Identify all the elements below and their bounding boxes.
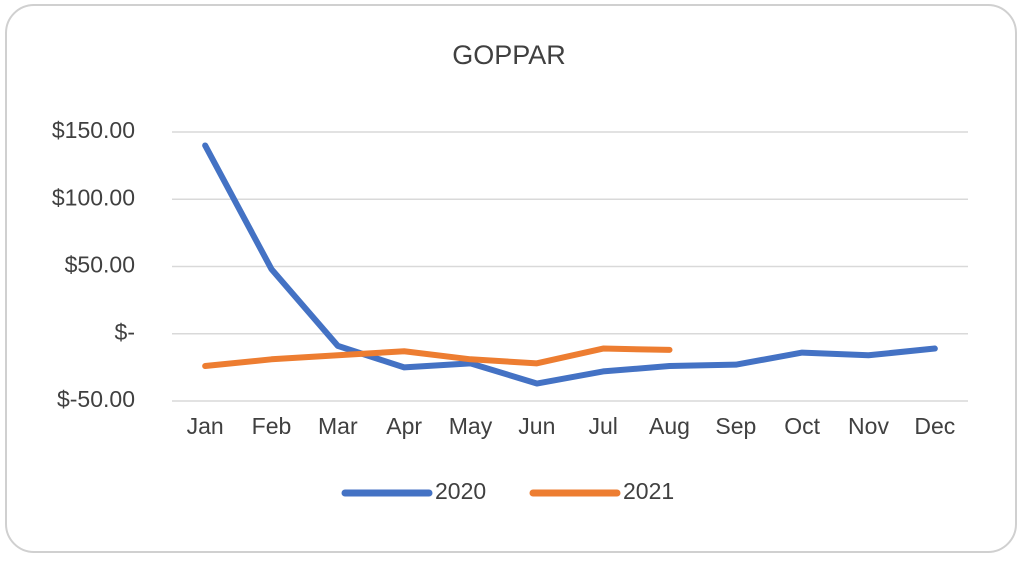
- x-tick-label: Jan: [187, 413, 224, 439]
- card: [5, 4, 1017, 553]
- y-tick-label: $-50.00: [57, 386, 135, 412]
- series-line: [202, 345, 673, 370]
- x-tick-label: Jun: [518, 413, 555, 439]
- x-tick-label: Feb: [252, 413, 292, 439]
- series-line: [202, 142, 938, 387]
- chart-title: GOPPAR: [452, 40, 566, 70]
- x-tick-label: Oct: [784, 413, 820, 439]
- legend-label: 2020: [435, 478, 486, 504]
- y-tick-label: $100.00: [52, 184, 135, 210]
- x-tick-label: Nov: [848, 413, 889, 439]
- y-tick-label: $150.00: [52, 117, 135, 143]
- x-tick-label: Sep: [715, 413, 756, 439]
- x-tick-label: Mar: [318, 413, 358, 439]
- x-tick-label: Dec: [914, 413, 955, 439]
- y-tick-label: $50.00: [65, 252, 135, 278]
- x-tick-label: Aug: [649, 413, 690, 439]
- x-tick-label: Jul: [588, 413, 617, 439]
- x-tick-label: May: [449, 413, 493, 439]
- y-tick-label: $-: [115, 319, 135, 345]
- x-tick-label: Apr: [386, 413, 422, 439]
- legend-label: 2021: [623, 478, 674, 504]
